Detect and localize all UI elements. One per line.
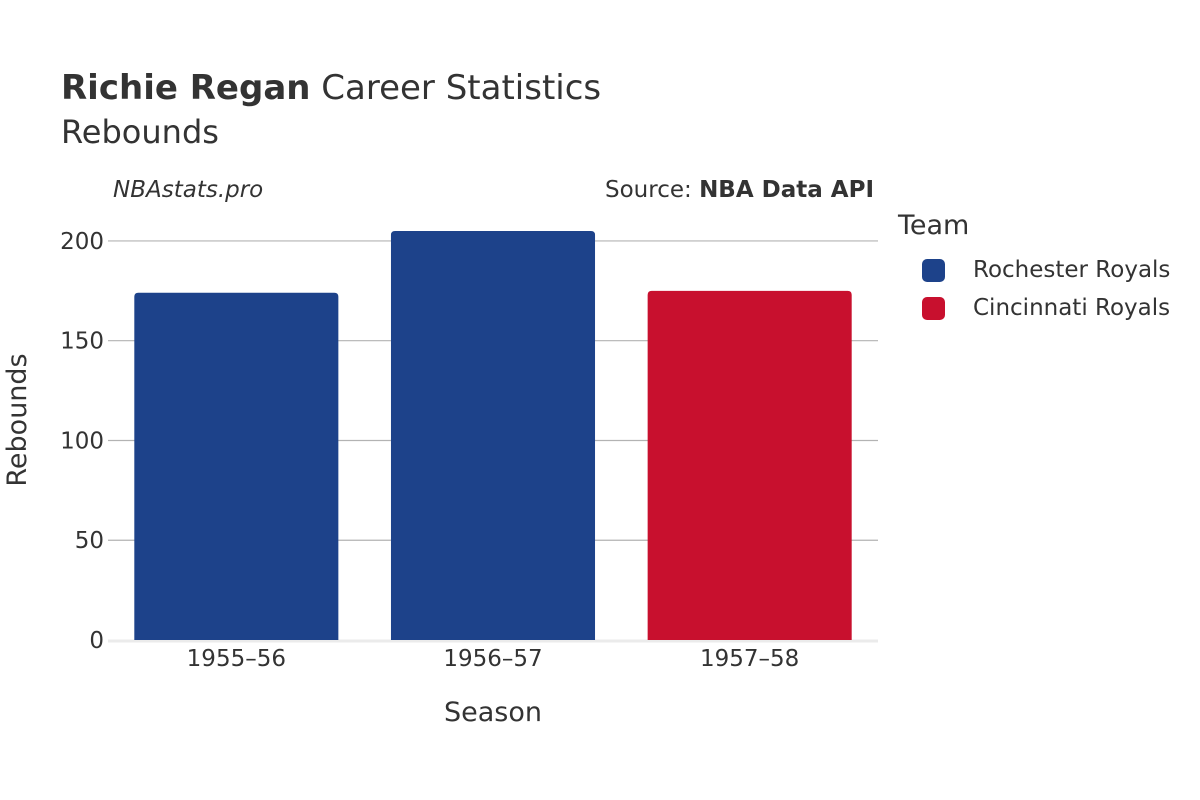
x-axis-ticks: 1955–56 1956–57 1957–58 [187, 646, 800, 672]
bar-1955–56[interactable] [134, 292, 339, 640]
legend-swatch [922, 296, 945, 320]
y-tick-label: 150 [60, 329, 104, 355]
y-tick-label: 200 [60, 229, 104, 255]
chart-title: Richie Regan Career Statistics [61, 66, 601, 110]
player-name: Richie Regan [61, 68, 311, 108]
y-tick-label: 50 [75, 528, 104, 554]
legend-item-rochester-royals[interactable]: Rochester Royals [922, 251, 1170, 289]
y-axis-label: Rebounds [2, 353, 33, 486]
x-tick-label: 1955–56 [187, 646, 286, 672]
bar-1957–58[interactable] [647, 290, 852, 640]
x-tick-label: 1956–57 [443, 646, 542, 672]
legend: Team Rochester Royals Cincinnati Royals [898, 210, 1170, 327]
legend-swatch [922, 258, 945, 282]
x-tick-label: 1957–58 [700, 646, 799, 672]
y-axis-ticks: 0 50 100 150 200 [60, 229, 104, 654]
source-credit: Source: NBA Data API [605, 177, 874, 203]
bar-1956–57[interactable] [390, 230, 596, 640]
chart-subtitle: Rebounds [61, 113, 219, 151]
title-suffix: Career Statistics [310, 68, 602, 108]
legend-item-cincinnati-royals[interactable]: Cincinnati Royals [922, 289, 1170, 327]
y-tick-label: 100 [60, 428, 104, 454]
source-name: NBA Data API [699, 177, 874, 203]
watermark: NBAstats.pro [113, 177, 264, 203]
legend-label: Cincinnati Royals [973, 295, 1171, 321]
x-axis-label: Season [444, 697, 542, 728]
source-prefix: Source: [605, 177, 700, 203]
bars [134, 230, 852, 640]
legend-title: Team [898, 210, 970, 241]
y-tick-label: 0 [89, 628, 104, 654]
legend-label: Rochester Royals [973, 257, 1171, 283]
